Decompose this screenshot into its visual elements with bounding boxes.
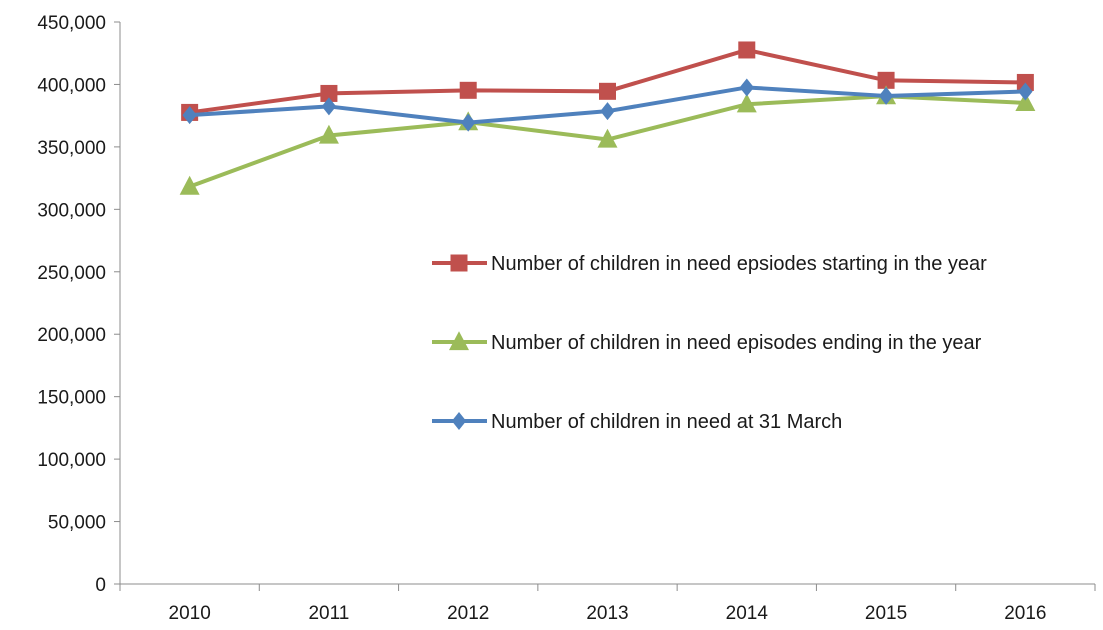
legend-entry: Number of children in need episodes endi… bbox=[432, 331, 982, 354]
data-point-diamond bbox=[182, 106, 197, 125]
data-point-triangle bbox=[1015, 92, 1036, 112]
data-point-triangle bbox=[179, 175, 200, 195]
data-point-triangle bbox=[736, 93, 757, 113]
series-diamond bbox=[182, 78, 1033, 132]
data-point-triangle bbox=[597, 128, 618, 148]
series-triangle bbox=[179, 85, 1036, 195]
x-tick-label: 2013 bbox=[586, 603, 628, 624]
data-point-square bbox=[459, 81, 477, 99]
legend: Number of children in need epsiodes star… bbox=[432, 253, 987, 433]
y-tick-label: 100,000 bbox=[37, 450, 106, 471]
legend-entry: Number of children in need epsiodes star… bbox=[432, 253, 987, 275]
x-tick-label: 2014 bbox=[726, 603, 769, 624]
legend-entry: Number of children in need at 31 March bbox=[432, 411, 842, 433]
y-tick-label: 250,000 bbox=[37, 263, 106, 284]
x-tick-label: 2011 bbox=[308, 603, 349, 624]
axes: 0 50,000 100,000 150,000 200,000 250,000 300,0… bbox=[37, 13, 1096, 624]
x-tick-label: 2016 bbox=[1004, 603, 1046, 624]
y-tick-label: 0 bbox=[95, 575, 106, 596]
data-point-diamond bbox=[321, 97, 337, 116]
legend-label: Number of children in need epsiodes star… bbox=[491, 253, 987, 275]
y-tick-label: 350,000 bbox=[37, 138, 106, 159]
y-tick-label: 50,000 bbox=[48, 513, 106, 534]
data-point-diamond bbox=[1018, 82, 1033, 101]
data-point-square bbox=[320, 84, 338, 102]
y-tick-label: 300,000 bbox=[37, 200, 106, 221]
legend-label: Number of children in need at 31 March bbox=[491, 411, 842, 433]
y-tick-label: 450,000 bbox=[37, 13, 106, 34]
data-point-triangle bbox=[318, 124, 339, 144]
data-point-square bbox=[877, 71, 895, 89]
y-tick-label: 400,000 bbox=[37, 75, 106, 96]
data-point-diamond bbox=[600, 102, 615, 121]
x-tick-label: 2010 bbox=[169, 603, 211, 624]
plot-area bbox=[179, 41, 1036, 195]
legend-swatch-marker bbox=[451, 412, 467, 430]
data-point-diamond bbox=[461, 113, 476, 132]
data-point-diamond bbox=[739, 78, 754, 97]
legend-label: Number of children in need episodes endi… bbox=[491, 332, 982, 354]
data-point-diamond bbox=[878, 86, 894, 105]
legend-swatch-marker bbox=[450, 254, 468, 272]
legend-swatch-marker bbox=[449, 331, 469, 351]
y-tick-label: 150,000 bbox=[37, 388, 106, 409]
x-tick-label: 2015 bbox=[865, 603, 907, 624]
data-point-square bbox=[599, 82, 616, 100]
data-point-square bbox=[738, 41, 756, 59]
x-tick-label: 2012 bbox=[447, 603, 489, 624]
y-tick-label: 200,000 bbox=[37, 325, 106, 346]
